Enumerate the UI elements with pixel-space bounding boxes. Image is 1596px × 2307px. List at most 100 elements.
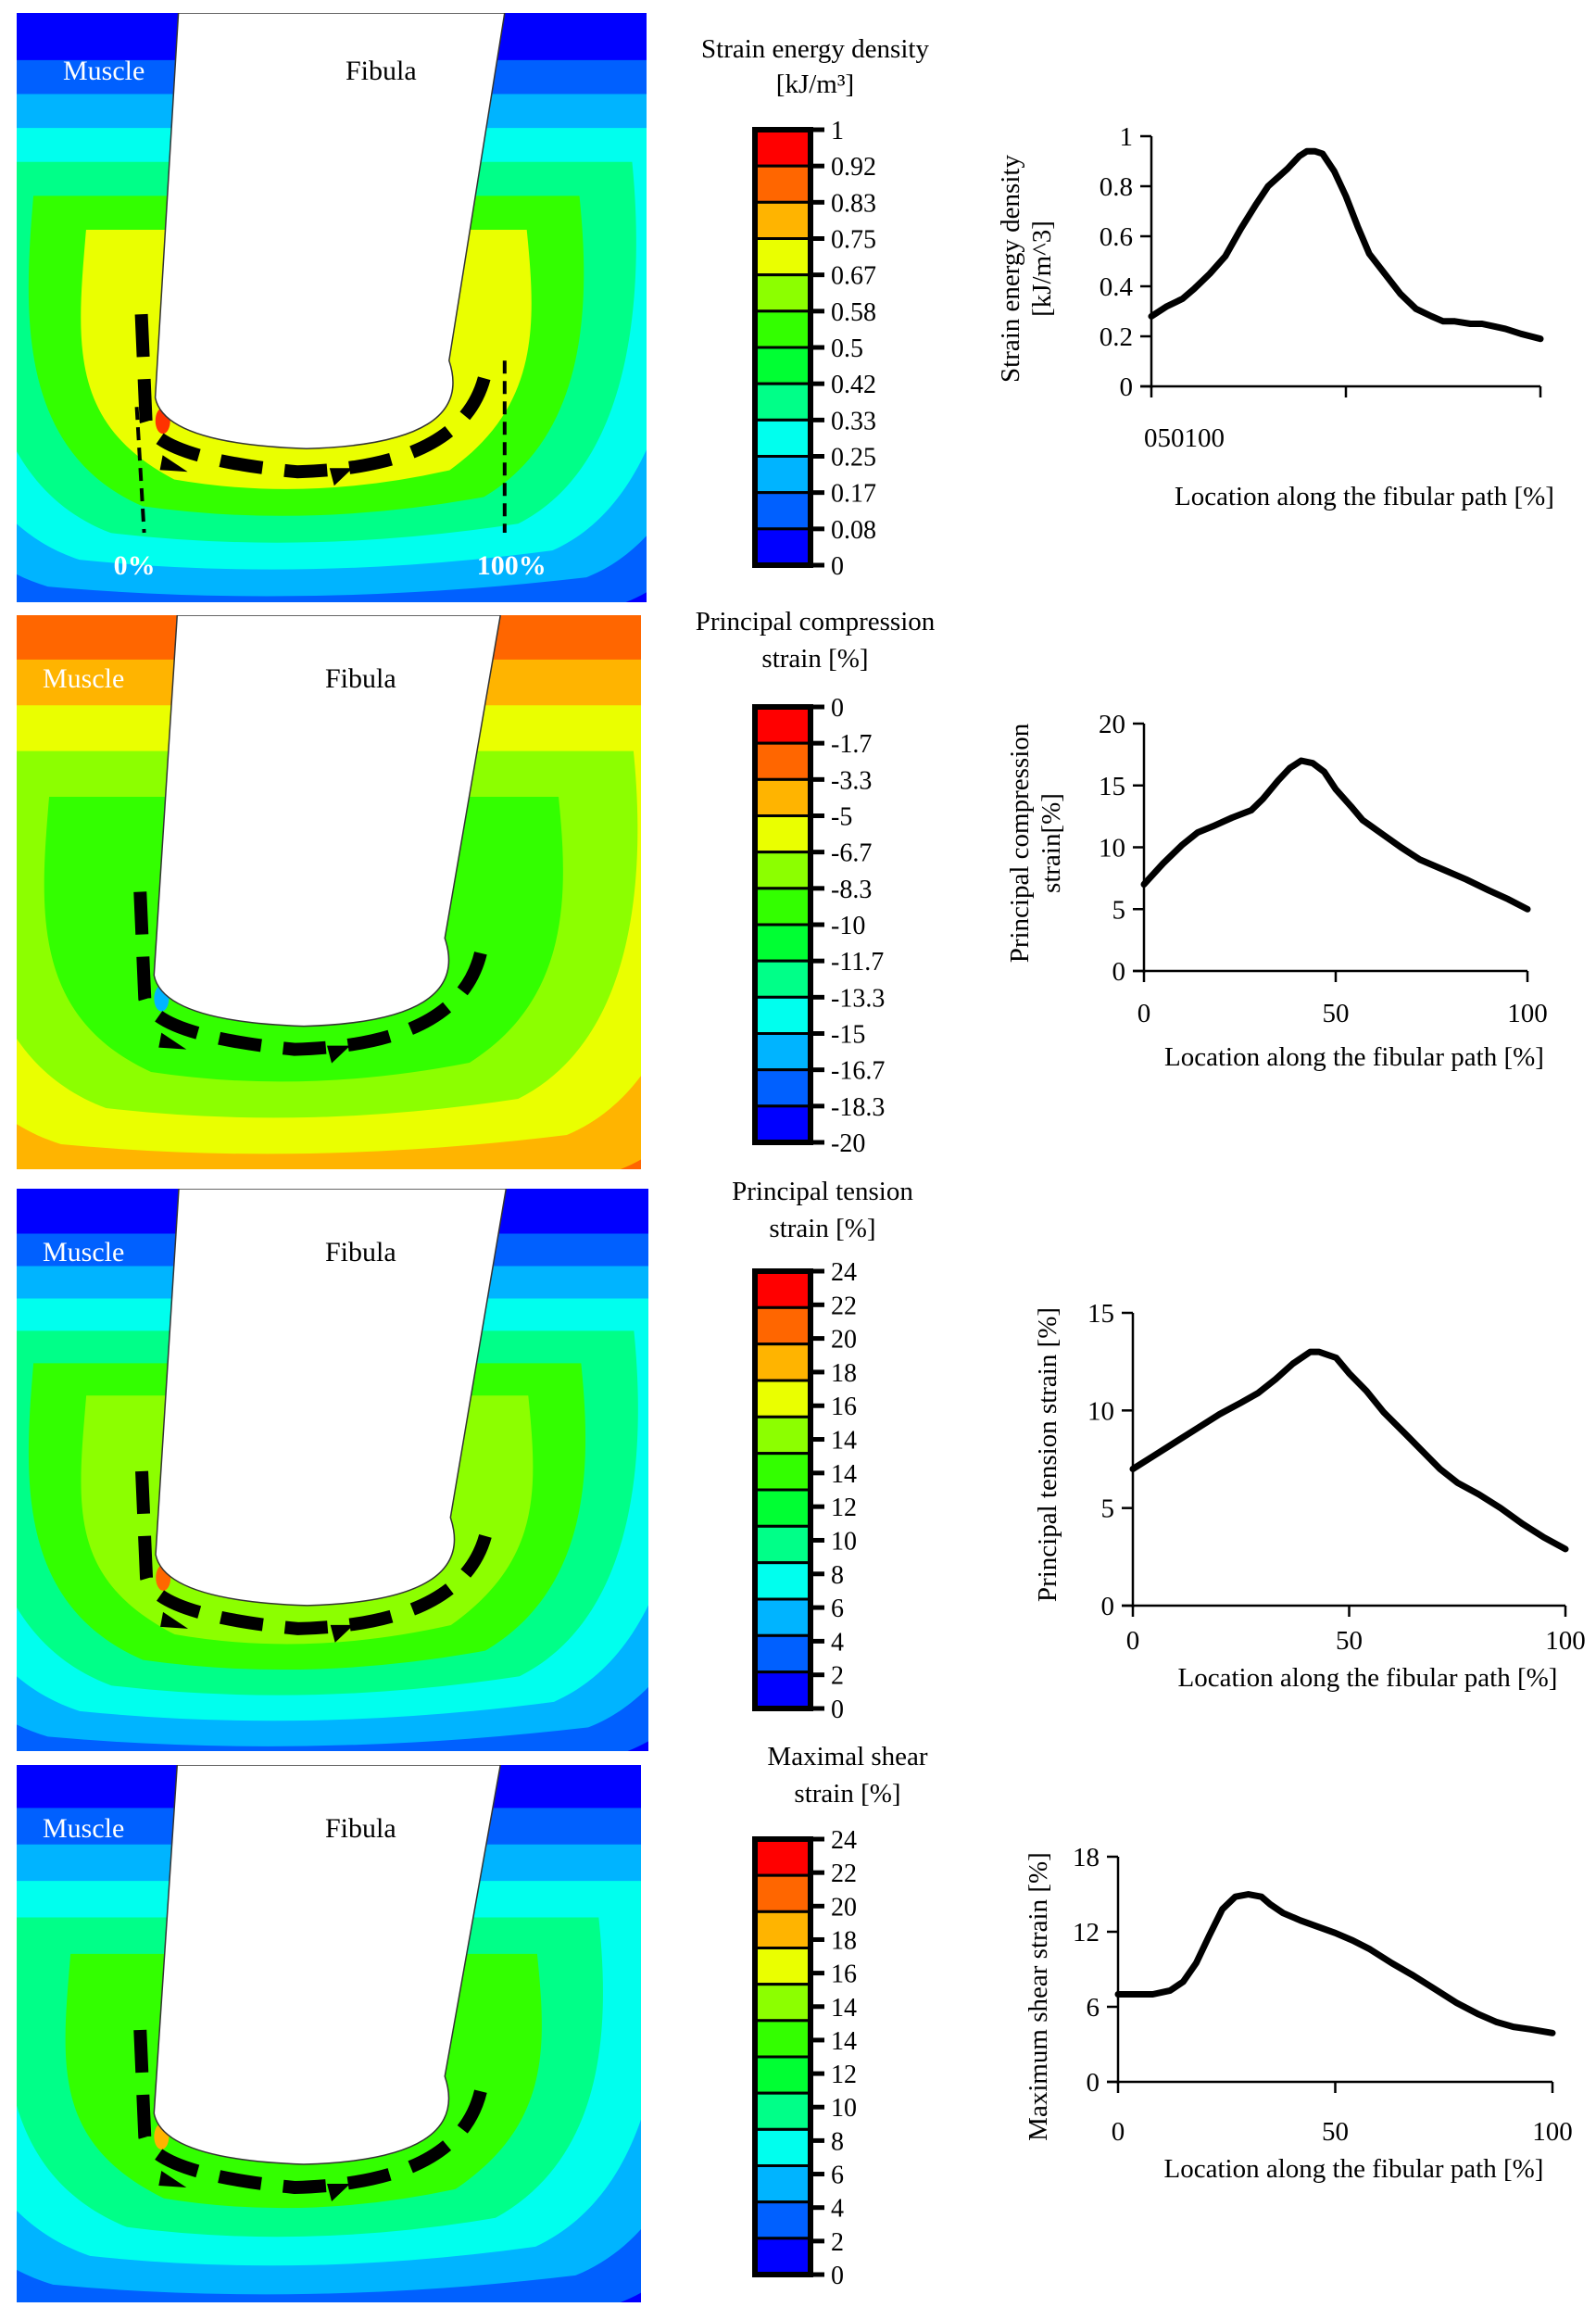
- colorbar-swatch: [753, 1670, 812, 1710]
- colorbar-swatch: [753, 1947, 812, 1986]
- y-tick-label: 0.2: [1100, 322, 1133, 352]
- y-tick-label: 0: [1120, 372, 1134, 402]
- y-axis-label: Principal compression: [1005, 723, 1035, 963]
- fibula-shape: [153, 1765, 502, 2165]
- x-tick-label: 50: [1322, 2117, 1349, 2147]
- colorbar-tick-label: 0.67: [831, 262, 876, 291]
- colorbar-tick-label: 0.5: [831, 334, 863, 363]
- colorbar-swatch: [753, 1873, 812, 1913]
- path-arrow-icon: [327, 2184, 351, 2201]
- colorbar-swatch: [753, 1524, 812, 1565]
- colorbar-tick-label: -3.3: [831, 766, 872, 795]
- colorbar-tick-label: -13.3: [831, 984, 885, 1013]
- colorbar-tick-label: 0.08: [831, 516, 876, 545]
- fibula-label: Fibula: [325, 663, 396, 694]
- y-tick-label: 0: [1087, 2068, 1100, 2098]
- colorbar-tick-label: 0: [831, 1696, 844, 1724]
- colorbar-swatch: [753, 237, 812, 277]
- colorbar-swatch: [753, 1910, 812, 1949]
- x-tick-label: 100: [1507, 999, 1548, 1028]
- colorbar-swatch: [753, 418, 812, 459]
- path-arrow-icon: [159, 455, 188, 473]
- colorbar-legends: Strain energy density [kJ/m³] 1 0.92 0.83 0.7…: [696, 34, 936, 2290]
- colorbar-title: Strain energy density: [701, 34, 929, 64]
- chart-1: 0 0.2 0.4 0.6 0.8 1 050100 Location along the f…: [996, 122, 1554, 511]
- x-axis-label: Location along the fibular path [%]: [1164, 2154, 1544, 2184]
- colorbar-swatch: [753, 1269, 812, 1309]
- chart-3: 0 5 10 15 0 50 100 Location along the fibular p…: [1033, 1299, 1586, 1693]
- x-axis-label: Location along the fibular path [%]: [1164, 1042, 1544, 1072]
- y-tick-label: 18: [1073, 1843, 1100, 1872]
- path-arrow-icon: [158, 2171, 187, 2187]
- muscle-label: Muscle: [43, 1237, 124, 1267]
- colorbar-tick-label: 0.17: [831, 480, 876, 509]
- colorbar-tick-label: 22: [831, 1859, 857, 1888]
- colorbar-tick-label: -16.7: [831, 1057, 885, 1086]
- fibular-path: [133, 2029, 489, 2195]
- colorbar-swatch: [753, 2200, 812, 2240]
- fibular-path: [133, 891, 489, 1056]
- fibular-path: [134, 313, 493, 479]
- colorbar-unit: strain [%]: [761, 644, 868, 674]
- colorbar-tick-label: 18: [831, 1359, 857, 1388]
- colorbar-swatch: [753, 1068, 812, 1108]
- series-line: [1129, 1348, 1569, 1553]
- contour-panels: 0% 100% Muscle Fibula Muscle Fibula Muscle Fibu…: [17, 13, 648, 2302]
- colorbar-swatch: [753, 1597, 812, 1637]
- colorbar-frame: [752, 1836, 813, 2277]
- colorbar-frame: [752, 1268, 813, 1711]
- colorbar-tick-label: -1.7: [831, 730, 872, 759]
- colorbar-tick-label: 16: [831, 1393, 857, 1421]
- colorbar-swatch: [753, 959, 812, 999]
- colorbar-title: Maximal shear: [767, 1742, 927, 1771]
- y-axis-label: Strain energy density: [996, 155, 1025, 383]
- colorbar-tick-label: 0.42: [831, 371, 876, 399]
- colorbar-tick-label: 8: [831, 1561, 844, 1590]
- colorbar-tick-label: -5: [831, 803, 852, 832]
- colorbar-swatch: [753, 2055, 812, 2095]
- series-line: [1114, 1891, 1556, 2036]
- y-tick-label: 10: [1087, 1396, 1114, 1426]
- fibula-shape: [154, 13, 506, 449]
- colorbar-tick-label: 0.83: [831, 189, 876, 218]
- contour-panel-shear: Muscle Fibula: [17, 1765, 641, 2302]
- colorbar-tick-label: 24: [831, 1258, 857, 1287]
- fibula-shape: [155, 1189, 508, 1607]
- colorbar-tick-label: 20: [831, 1893, 857, 1922]
- colorbar-swatch: [753, 851, 812, 890]
- colorbar-unit: [kJ/m³]: [776, 69, 854, 99]
- colorbar-swatch: [753, 1305, 812, 1346]
- colorbar-tick-label: 0.58: [831, 298, 876, 327]
- path-arrow-icon: [330, 1624, 354, 1643]
- colorbar-swatch: [753, 455, 812, 495]
- colorbar-tick-label: -6.7: [831, 839, 872, 868]
- colorbar-swatch: [753, 1488, 812, 1528]
- colorbar-swatch: [753, 2237, 812, 2276]
- colorbar-tick-label: 0: [831, 694, 844, 723]
- colorbar-tick-label: 2: [831, 2228, 844, 2257]
- colorbar-compression: Principal compression strain [%] 0 -1.7 -3.3…: [696, 607, 936, 1158]
- muscle-label: Muscle: [63, 56, 145, 86]
- colorbar-tick-label: 1: [831, 117, 844, 145]
- colorbar-swatch: [753, 1343, 812, 1382]
- colorbar-swatch: [753, 382, 812, 422]
- colorbar-tick-label: 14: [831, 1460, 857, 1489]
- colorbar-swatch: [753, 2019, 812, 2059]
- path-arrow-icon: [327, 1045, 351, 1064]
- colorbar-tick-label: 12: [831, 2061, 857, 2089]
- colorbar-tick-label: 18: [831, 1926, 857, 1955]
- colorbar-swatch: [753, 1983, 812, 2023]
- contour-field: Muscle Fibula: [17, 615, 641, 1169]
- colorbar-sed: Strain energy density [kJ/m³] 1 0.92 0.83 0.7…: [701, 34, 929, 581]
- colorbar-swatch: [753, 1379, 812, 1418]
- colorbar-tick-label: 2: [831, 1662, 844, 1691]
- chart-2: 0 5 10 15 20 0 50 100 Location along the fibular…: [1005, 710, 1548, 1072]
- colorbar-tick-label: 20: [831, 1326, 857, 1355]
- colorbar-swatch: [753, 1032, 812, 1072]
- colorbar-swatch: [753, 200, 812, 240]
- x-axis-label: Location along the fibular path [%]: [1175, 482, 1554, 511]
- y-tick-label: 1: [1120, 122, 1134, 152]
- colorbar-tick-label: 0.92: [831, 153, 876, 182]
